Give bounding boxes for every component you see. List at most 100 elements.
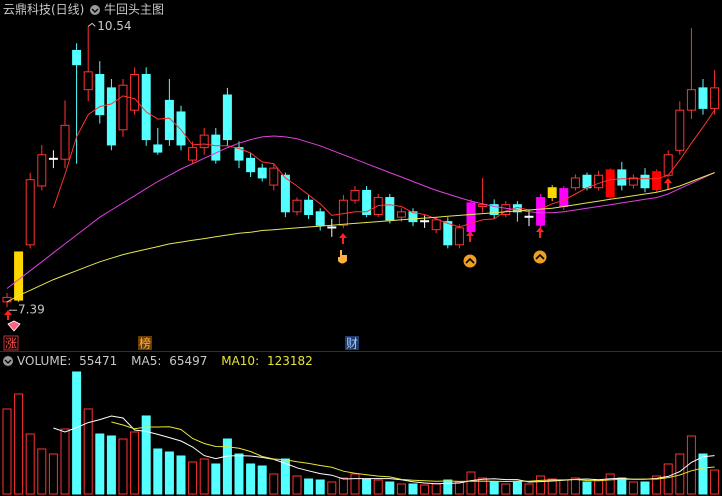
volume-bar xyxy=(188,461,198,495)
volume-bar xyxy=(582,481,592,495)
volume-bar xyxy=(269,473,279,495)
candle-body xyxy=(396,211,406,218)
hand-icon[interactable] xyxy=(338,250,347,264)
moving-average-line xyxy=(6,135,715,289)
legend-label: MA10: xyxy=(221,354,259,368)
tag[interactable]: 榜 xyxy=(139,336,151,351)
volume-bar xyxy=(652,475,662,495)
tag[interactable]: 财 xyxy=(346,337,358,351)
tag-box xyxy=(138,336,152,350)
volume-bar xyxy=(130,431,140,495)
volume-bar xyxy=(141,415,151,495)
tag-box xyxy=(345,336,359,350)
buy-icon-chevron xyxy=(465,257,475,264)
candle-body xyxy=(37,154,47,187)
candle-body xyxy=(698,87,708,109)
candle-body xyxy=(14,251,24,301)
volume-bar xyxy=(431,483,441,495)
volume-bar xyxy=(628,481,638,495)
volume-bar xyxy=(246,463,256,495)
volume-bar xyxy=(536,475,546,495)
candle-body xyxy=(141,74,151,141)
volume-bar xyxy=(489,481,499,495)
volume-ma-line xyxy=(53,415,715,485)
candle-body xyxy=(570,177,580,189)
legend-label: MA5: xyxy=(131,354,161,368)
volume-header: VOLUME: 55471 MA5: 65497 MA10: 123182 xyxy=(17,354,313,368)
volume-bar xyxy=(72,371,82,495)
candle-body xyxy=(199,134,209,149)
candle-body xyxy=(234,147,244,161)
candle-body xyxy=(454,227,464,246)
volume-bar xyxy=(594,479,604,495)
chart-title: 云鼎科技(日线) xyxy=(3,3,84,17)
candle-body xyxy=(559,188,569,207)
volume-bar xyxy=(501,483,511,495)
volume-bar xyxy=(304,478,314,495)
candle-body xyxy=(153,144,163,153)
volume-bar xyxy=(524,483,534,495)
volume-bar xyxy=(663,463,673,495)
buy-icon[interactable] xyxy=(463,254,477,268)
volume-value: 55471 xyxy=(79,354,117,368)
candle-body xyxy=(420,220,430,223)
volume-bar xyxy=(605,473,615,495)
candle-body xyxy=(188,147,198,161)
candle-body xyxy=(118,84,128,131)
volume-bar xyxy=(48,453,58,495)
legend-value: 123182 xyxy=(267,354,313,368)
candle-body xyxy=(408,211,418,223)
volume-bar xyxy=(350,473,360,495)
volume-bar xyxy=(559,479,569,495)
volume-panel xyxy=(2,371,720,495)
candle-body xyxy=(60,124,70,160)
volume-bar xyxy=(362,478,372,495)
candle-body xyxy=(547,187,557,199)
volume-bar xyxy=(257,465,267,495)
volume-bar xyxy=(37,448,47,495)
candle-body xyxy=(246,157,256,173)
volume-bar xyxy=(199,458,209,495)
candle-body xyxy=(431,219,441,231)
candle-body xyxy=(292,199,302,213)
volume-menu-chevron xyxy=(4,359,12,364)
candle-body xyxy=(710,87,720,109)
volume-bar xyxy=(640,481,650,495)
candle-body xyxy=(95,74,105,116)
candle-body xyxy=(280,174,290,213)
tag[interactable]: 涨 xyxy=(5,336,17,351)
candle-body xyxy=(385,197,395,221)
candle-body xyxy=(478,204,488,207)
candle-body xyxy=(489,204,499,215)
signal-arrow xyxy=(466,231,474,242)
volume-bar xyxy=(443,479,453,495)
volume-bar xyxy=(315,479,325,495)
candle-body xyxy=(222,94,232,141)
diamond-icon xyxy=(7,320,21,332)
volume-bar xyxy=(106,435,116,495)
candle-body xyxy=(652,171,662,191)
volume-bar xyxy=(338,477,348,495)
volume-bar xyxy=(176,455,186,495)
candle-body xyxy=(640,174,650,189)
moving-average-line xyxy=(52,95,716,228)
volume-bar xyxy=(118,438,128,495)
volume-bar xyxy=(164,451,174,495)
volume-bar xyxy=(570,477,580,495)
candle-body xyxy=(628,177,638,186)
candle-body xyxy=(315,211,325,226)
buy-icon[interactable] xyxy=(533,250,547,264)
volume-bar xyxy=(234,453,244,495)
candle-body xyxy=(48,157,58,160)
volume-bar xyxy=(512,481,522,495)
candle-body xyxy=(269,167,279,186)
buy-icons xyxy=(463,250,547,268)
candle-body xyxy=(617,169,627,186)
volume-bar xyxy=(385,481,395,495)
signal-arrow xyxy=(536,227,544,238)
indicator-menu-icon[interactable] xyxy=(90,5,100,15)
volume-menu-icon[interactable] xyxy=(3,356,13,366)
candle-body xyxy=(594,174,604,189)
volume-bar xyxy=(617,477,627,495)
indicator-name[interactable]: 牛回头主图 xyxy=(104,2,164,17)
